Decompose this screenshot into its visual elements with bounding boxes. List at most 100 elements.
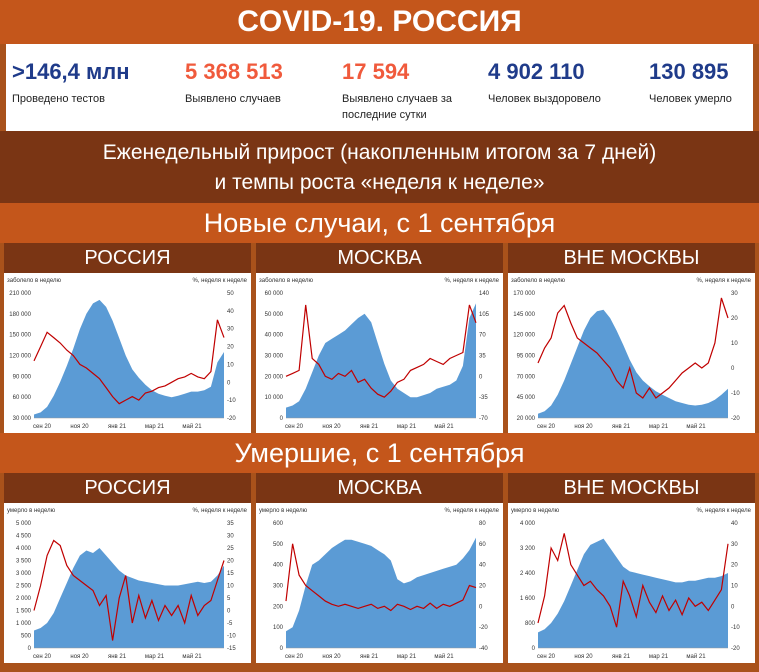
- chart-svg: умерло в неделю%, неделя к неделе6005004…: [259, 508, 500, 660]
- left-axis-title: умерло в неделю: [7, 508, 56, 514]
- y2-tick-label: 140: [479, 291, 490, 297]
- y-tick-label: 0: [532, 646, 536, 652]
- y-tick-label: 20 000: [265, 374, 284, 380]
- line-series: [285, 304, 477, 398]
- y-tick-label: 50 000: [265, 312, 284, 318]
- line-series: [33, 539, 225, 641]
- x-tick-label: янв 21: [612, 424, 631, 430]
- stat-label: Выявлено случаев за последние сутки: [342, 93, 453, 121]
- stat-value: 4 902 110: [488, 59, 585, 84]
- y2-tick-label: 5: [227, 596, 231, 602]
- chart-svg: умерло в неделю %, неделя к неделе 5 000 4 …: [7, 508, 248, 660]
- x-tick-label: май 21: [182, 423, 202, 430]
- area-series: [538, 538, 728, 648]
- stat-value: 5 368 513: [185, 59, 283, 84]
- subtitle-line-2: и темпы роста «неделя к неделе»: [214, 171, 545, 194]
- y-tick-label: 3 500: [16, 559, 32, 565]
- y-tick-label: 500: [273, 542, 284, 548]
- x-tick-label: янв 21: [108, 424, 127, 430]
- chart-svg: заболело в неделю %, неделя к неделе 170 0…: [511, 278, 752, 430]
- y2-tick-label: 30: [227, 327, 234, 333]
- y2-tick-label: -20: [227, 416, 236, 422]
- x-tick-label: мар 21: [145, 424, 165, 430]
- right-axis-title: %, неделя к неделе: [192, 278, 247, 284]
- y2-tick-label: 70: [479, 333, 486, 339]
- x-tick-label: янв 21: [360, 654, 379, 660]
- y2-tick-label: -20: [731, 646, 740, 652]
- x-tick-label: ноя 20: [322, 424, 341, 430]
- y2-tick-label: 10: [731, 341, 738, 347]
- y-tick-label: 120 000: [9, 354, 31, 360]
- y2-tick-label: 0: [227, 609, 231, 615]
- x-tick-label: сен 20: [285, 424, 304, 430]
- x-tick-label: май 21: [182, 653, 202, 660]
- y2-tick-label: -10: [227, 634, 236, 640]
- right-axis-title: %, неделя к неделе: [444, 508, 499, 514]
- stat-value: 130 895: [649, 59, 729, 84]
- y2-tick-label: 80: [479, 521, 486, 527]
- y2-tick-label: 30: [731, 542, 738, 548]
- x-tick-label: мар 21: [397, 654, 417, 660]
- x-tick-label: ноя 20: [574, 654, 593, 660]
- y-tick-label: 4 000: [520, 521, 536, 527]
- x-tick-label: мар 21: [649, 654, 669, 660]
- y-tick-label: 2 500: [16, 584, 32, 590]
- y2-tick-label: 20: [731, 563, 738, 569]
- stat-value: >146,4 млн: [12, 59, 130, 84]
- y-tick-label: 3 000: [16, 571, 32, 577]
- y2-tick-label: -20: [479, 625, 488, 631]
- y2-tick-label: 50: [227, 291, 234, 297]
- chart-region-label: МОСКВА: [256, 473, 503, 503]
- y2-tick-label: 25: [227, 546, 234, 552]
- x-tick-label: сен 20: [285, 654, 304, 660]
- subtitle-banner: Еженедельный прирост (накопленным итогом…: [0, 131, 759, 203]
- y2-tick-label: 20: [227, 345, 234, 351]
- right-axis-title: %, неделя к неделе: [696, 278, 751, 284]
- y2-tick-label: 10: [227, 584, 234, 590]
- y2-tick-label: -35: [479, 395, 488, 401]
- y-tick-label: 0: [280, 646, 284, 652]
- y-tick-label: 170 000: [513, 291, 535, 297]
- y-tick-label: 150 000: [9, 333, 31, 339]
- y-tick-label: 100: [273, 625, 284, 631]
- y2-tick-label: -10: [731, 625, 740, 631]
- x-tick-label: ноя 20: [574, 424, 593, 430]
- chart-panel: заболело в неделю %, неделя к неделе 170 0…: [508, 273, 755, 433]
- area-series: [286, 537, 476, 648]
- y-tick-label: 210 000: [9, 291, 31, 297]
- left-axis-title: заболело в неделю: [511, 278, 565, 284]
- stat-deaths: 130 895 Человек умерло: [649, 58, 732, 107]
- line-series: [285, 543, 477, 612]
- area-series: [286, 303, 476, 418]
- x-tick-label: сен 20: [537, 424, 556, 430]
- x-tick-label: ноя 20: [70, 654, 89, 660]
- y-tick-label: 200: [273, 604, 284, 610]
- x-tick-label: ноя 20: [322, 654, 341, 660]
- chart-panel: умерло в неделю%, неделя к неделе 600 500 4…: [256, 503, 503, 663]
- y2-tick-label: 30: [731, 291, 738, 297]
- y2-tick-label: -40: [479, 646, 488, 652]
- chart-region-label: РОССИЯ: [4, 473, 251, 503]
- y2-tick-label: 20: [227, 559, 234, 565]
- y2-tick-label: 0: [731, 366, 735, 372]
- y-tick-label: 70 000: [517, 374, 536, 380]
- y2-tick-label: -70: [479, 416, 488, 422]
- y-tick-label: 3 200: [520, 546, 536, 552]
- y-tick-label: 45 000: [517, 395, 536, 401]
- stat-tests: >146,4 млн Проведено тестов: [12, 58, 130, 107]
- left-axis-title: умерло в неделю: [511, 508, 560, 514]
- y-tick-label: 600: [273, 521, 284, 527]
- chart-region-label: ВНЕ МОСКВЫ: [508, 243, 755, 273]
- x-tick-label: янв 21: [612, 654, 631, 660]
- y2-tick-label: 20: [479, 584, 486, 590]
- y2-tick-label: 40: [479, 563, 486, 569]
- stat-cases-today: 17 594 Выявлено случаев за последние сут…: [342, 58, 462, 123]
- y-tick-label: 4 000: [16, 546, 32, 552]
- y-tick-label: 300: [273, 584, 284, 590]
- right-axis-title: %, неделя к неделе: [192, 508, 247, 514]
- chart-panel: умерло в неделю %, неделя к неделе 5 000 4 …: [4, 503, 251, 663]
- y2-tick-label: 40: [731, 521, 738, 527]
- chart-region-label: ВНЕ МОСКВЫ: [508, 473, 755, 503]
- x-tick-label: мар 21: [649, 424, 669, 430]
- stat-label: Человек выздоровело: [488, 93, 601, 105]
